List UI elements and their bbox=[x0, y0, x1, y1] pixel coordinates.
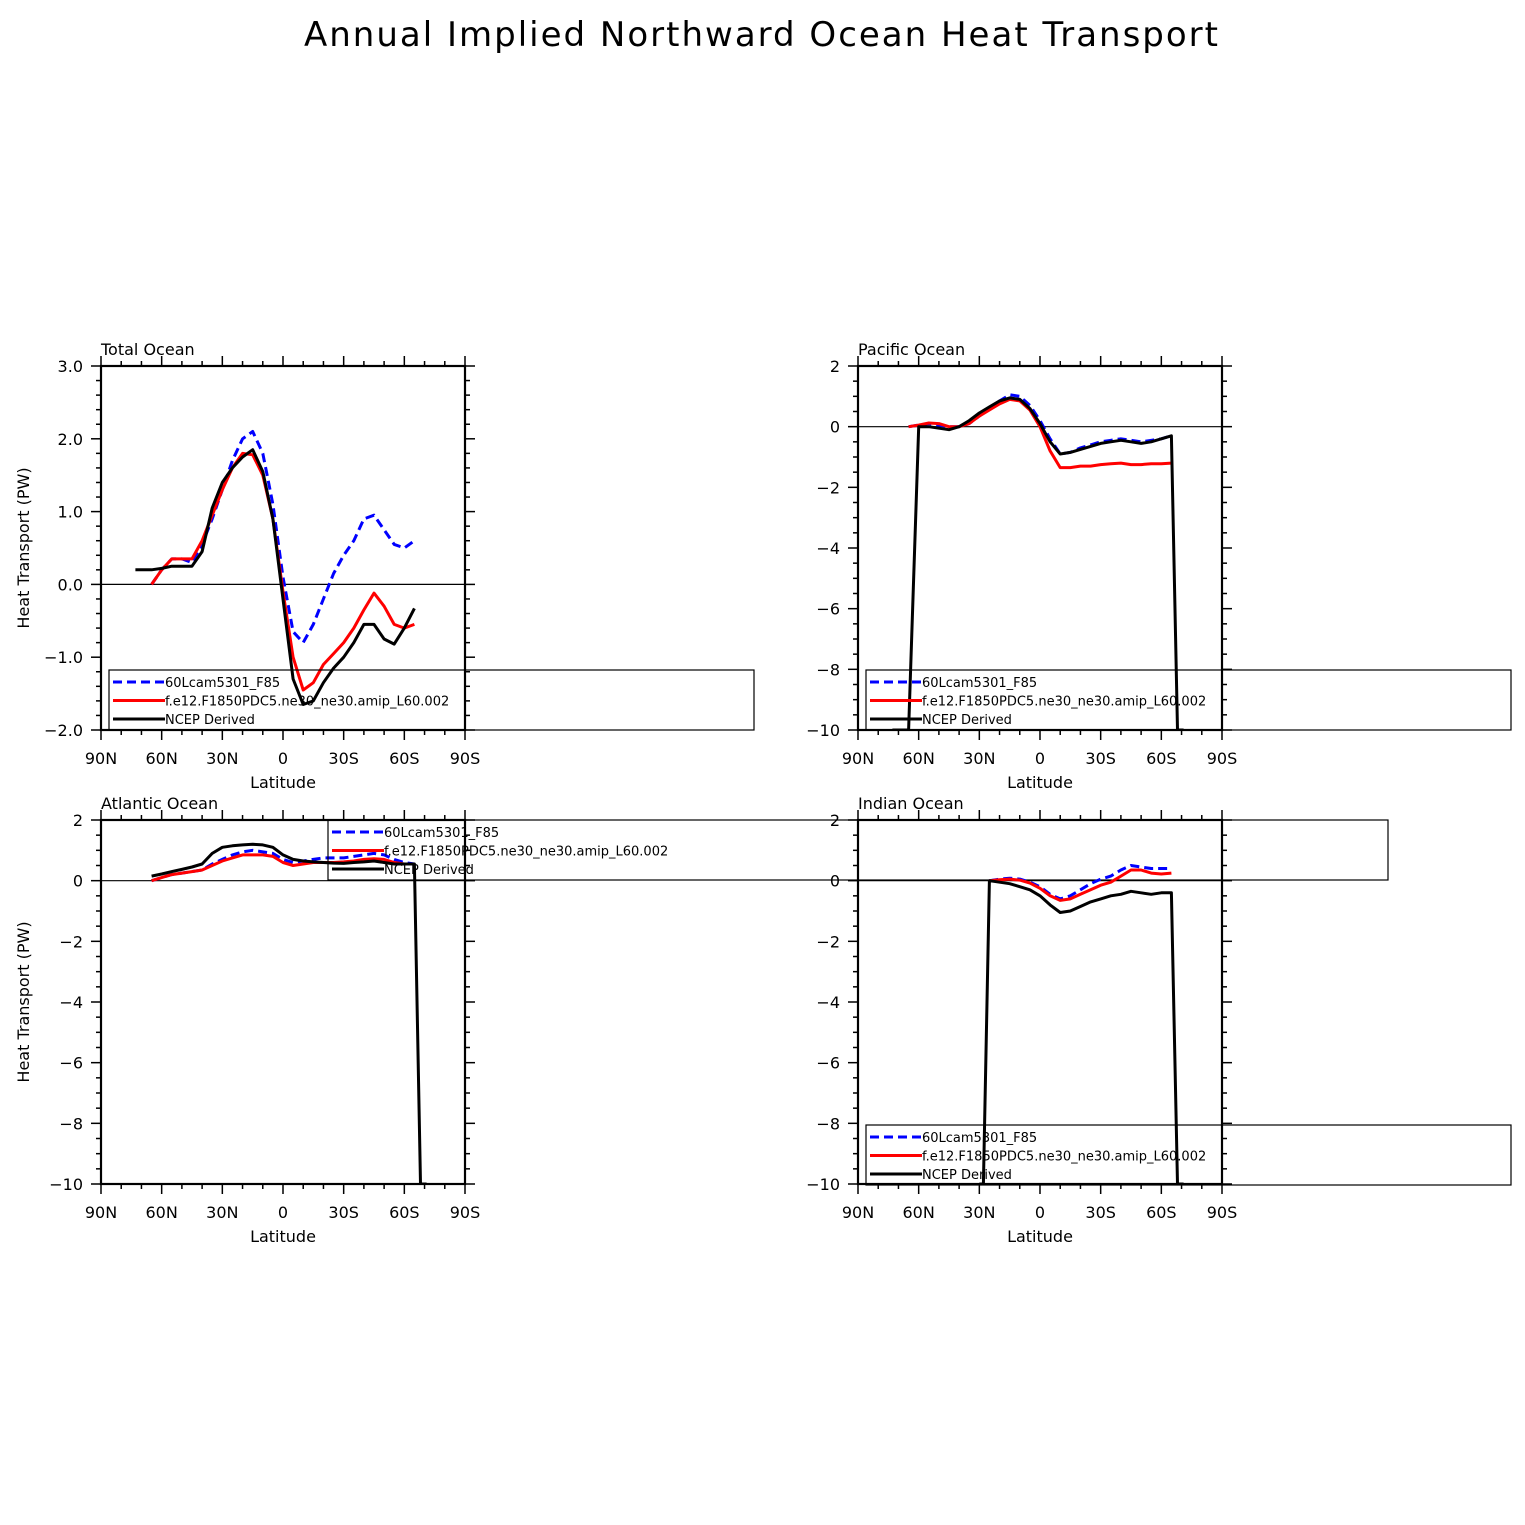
x-axis-label: Latitude bbox=[250, 773, 316, 792]
y-tick-label: −8 bbox=[816, 1114, 840, 1133]
x-axis-label: Latitude bbox=[250, 1227, 316, 1246]
x-tick-label: 30N bbox=[206, 1203, 238, 1222]
x-tick-label: 90S bbox=[450, 749, 481, 768]
x-tick-label: 60S bbox=[389, 749, 420, 768]
panel-2: Atlantic Ocean 90N 60N 30N 0 30S 60S 90S −10 −8 −6… bbox=[14, 794, 1389, 1246]
series-line-1 bbox=[989, 868, 1172, 902]
y-tick-label: 1.0 bbox=[58, 503, 83, 522]
x-axis-label: Latitude bbox=[1007, 773, 1073, 792]
x-tick-label: 30S bbox=[328, 1203, 359, 1222]
x-tick-label: 30S bbox=[1085, 1203, 1116, 1222]
panel-title: Atlantic Ocean bbox=[101, 794, 218, 813]
x-tick-label: 90N bbox=[842, 1203, 874, 1222]
x-tick-label: 30S bbox=[328, 749, 359, 768]
panel-title: Pacific Ocean bbox=[858, 340, 965, 359]
x-tick-label: 0 bbox=[278, 1203, 288, 1222]
y-tick-label: −2.0 bbox=[44, 721, 83, 740]
legend-label-0: 60Lcam5301_F85 bbox=[165, 676, 280, 691]
series-line-2 bbox=[979, 879, 1184, 1184]
legend-label-1: f.e12.F1850PDC5.ne30_ne30.amip_L60.002 bbox=[922, 1150, 1206, 1165]
legend-label-1: f.e12.F1850PDC5.ne30_ne30.amip_L60.002 bbox=[922, 695, 1206, 710]
y-tick-label: −2 bbox=[816, 932, 840, 951]
series-line-1 bbox=[908, 397, 1172, 470]
y-tick-label: 0 bbox=[830, 872, 840, 891]
legend: 60Lcam5301_F85 f.e12.F1850PDC5.ne30_ne30.… bbox=[865, 669, 1512, 731]
legend: 60Lcam5301_F85 f.e12.F1850PDC5.ne30_ne30.… bbox=[865, 1124, 1512, 1186]
x-tick-label: 90N bbox=[85, 749, 117, 768]
series-line-2 bbox=[135, 448, 416, 706]
y-tick-label: −4 bbox=[59, 993, 83, 1012]
y-axis-label: Heat Transport (PW) bbox=[14, 921, 33, 1082]
y-tick-label: −4 bbox=[816, 993, 840, 1012]
legend-label-0: 60Lcam5301_F85 bbox=[922, 1131, 1037, 1146]
y-tick-label: 0.0 bbox=[58, 575, 83, 594]
x-tick-label: 90S bbox=[450, 1203, 481, 1222]
x-tick-label: 30S bbox=[1085, 749, 1116, 768]
x-tick-label: 60S bbox=[1146, 749, 1177, 768]
x-tick-label: 0 bbox=[1035, 749, 1045, 768]
y-tick-label: −4 bbox=[816, 539, 840, 558]
panel-0: Total Ocean 90N 60N 30N 0 30S 60S 90S −2.0 −1.0 0.… bbox=[14, 340, 755, 792]
y-tick-label: −8 bbox=[816, 660, 840, 679]
panel-title: Indian Ocean bbox=[858, 794, 964, 813]
x-tick-label: 30N bbox=[963, 1203, 995, 1222]
x-axis-label: Latitude bbox=[1007, 1227, 1073, 1246]
x-tick-label: 90N bbox=[85, 1203, 117, 1222]
legend-label-0: 60Lcam5301_F85 bbox=[384, 826, 499, 841]
legend-label-2: NCEP Derived bbox=[384, 863, 474, 878]
series-line-2 bbox=[892, 396, 1184, 730]
x-tick-label: 30N bbox=[963, 749, 995, 768]
panel-title: Total Ocean bbox=[100, 340, 195, 359]
y-tick-label: 2 bbox=[830, 811, 840, 830]
legend-label-2: NCEP Derived bbox=[165, 713, 255, 728]
y-tick-label: −10 bbox=[806, 721, 840, 740]
y-tick-label: 2 bbox=[830, 357, 840, 376]
panel-3: Indian Ocean 90N 60N 30N 0 30S 60S 90S −10 −8 −6 −4… bbox=[806, 794, 1512, 1246]
y-tick-label: −1.0 bbox=[44, 648, 83, 667]
plot-frame bbox=[856, 364, 1224, 732]
legend-box bbox=[865, 1124, 1512, 1186]
y-tick-label: 2 bbox=[73, 811, 83, 830]
series-line-1 bbox=[151, 853, 415, 883]
legend-label-0: 60Lcam5301_F85 bbox=[922, 676, 1037, 691]
y-tick-label: 3.0 bbox=[58, 357, 83, 376]
x-tick-label: 0 bbox=[1035, 1203, 1045, 1222]
x-tick-label: 60N bbox=[903, 749, 935, 768]
y-tick-label: −6 bbox=[59, 1054, 83, 1073]
legend-label-1: f.e12.F1850PDC5.ne30_ne30.amip_L60.002 bbox=[384, 845, 668, 860]
x-tick-label: 90S bbox=[1207, 749, 1238, 768]
y-tick-label: −2 bbox=[59, 932, 83, 951]
legend-label-2: NCEP Derived bbox=[922, 1168, 1012, 1183]
y-tick-label: 2.0 bbox=[58, 430, 83, 449]
y-tick-label: −10 bbox=[806, 1175, 840, 1194]
x-tick-label: 0 bbox=[278, 749, 288, 768]
plot-frame bbox=[99, 364, 467, 732]
x-tick-label: 90S bbox=[1207, 1203, 1238, 1222]
figure-title: Annual Implied Northward Ocean Heat Tran… bbox=[304, 15, 1220, 55]
y-tick-label: −2 bbox=[816, 478, 840, 497]
x-tick-label: 90N bbox=[842, 749, 874, 768]
y-tick-label: −10 bbox=[49, 1175, 83, 1194]
y-tick-label: −6 bbox=[816, 1054, 840, 1073]
panel-1: Pacific Ocean 90N 60N 30N 0 30S 60S 90S −10 −8 −6 −… bbox=[806, 340, 1512, 792]
legend-box bbox=[865, 669, 1512, 731]
x-tick-label: 30N bbox=[206, 749, 238, 768]
series-line-0 bbox=[150, 430, 416, 645]
y-tick-label: −6 bbox=[816, 600, 840, 619]
y-tick-label: 0 bbox=[830, 418, 840, 437]
x-tick-label: 60S bbox=[389, 1203, 420, 1222]
x-tick-label: 60N bbox=[146, 1203, 178, 1222]
series-line-2 bbox=[151, 842, 427, 1184]
legend-label-2: NCEP Derived bbox=[922, 713, 1012, 728]
x-tick-label: 60N bbox=[146, 749, 178, 768]
x-tick-label: 60N bbox=[903, 1203, 935, 1222]
y-axis-label: Heat Transport (PW) bbox=[14, 467, 33, 628]
legend-label-1: f.e12.F1850PDC5.ne30_ne30.amip_L60.002 bbox=[165, 695, 449, 710]
x-tick-label: 60S bbox=[1146, 1203, 1177, 1222]
legend-box bbox=[108, 669, 755, 731]
y-tick-label: 0 bbox=[73, 872, 83, 891]
legend: 60Lcam5301_F85 f.e12.F1850PDC5.ne30_ne30.… bbox=[108, 669, 755, 731]
y-tick-label: −8 bbox=[59, 1114, 83, 1133]
